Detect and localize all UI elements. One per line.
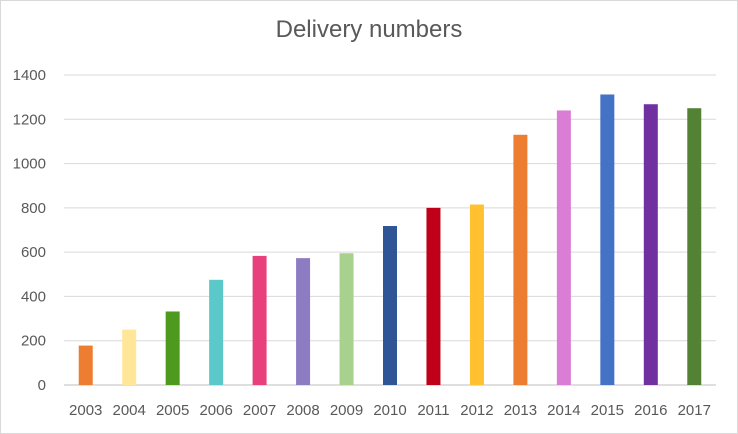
chart-title: Delivery numbers xyxy=(275,16,463,43)
bar-2005 xyxy=(165,311,180,385)
bar-2008 xyxy=(296,258,311,385)
y-tick-label: 1000 xyxy=(13,156,46,173)
bar-2010 xyxy=(383,226,397,385)
x-tick-label: 2012 xyxy=(460,402,493,419)
x-tick-label: 2008 xyxy=(286,402,319,419)
x-tick-label: 2011 xyxy=(417,402,449,419)
x-tick-label: 2010 xyxy=(373,402,406,419)
x-tick-label: 2013 xyxy=(504,402,537,419)
y-tick-label: 1400 xyxy=(13,67,46,84)
bar-2013 xyxy=(513,134,528,385)
bar-2004 xyxy=(122,329,137,385)
x-tick-label: 2007 xyxy=(243,402,276,419)
bar-2016 xyxy=(643,104,658,385)
bar-2012 xyxy=(469,204,484,385)
y-tick-label: 200 xyxy=(21,333,46,350)
x-tick-label: 2005 xyxy=(156,402,189,419)
x-tick-label: 2016 xyxy=(634,402,667,419)
y-tick-label: 1200 xyxy=(13,111,46,128)
bar-2003 xyxy=(78,345,93,385)
bar-2006 xyxy=(209,279,224,385)
x-tick-label: 2004 xyxy=(113,402,146,419)
x-tick-label: 2015 xyxy=(591,402,624,419)
x-tick-label: 2003 xyxy=(69,402,102,419)
bar-2009 xyxy=(339,253,354,385)
y-tick-label: 800 xyxy=(21,200,46,217)
bar-2015 xyxy=(600,94,615,385)
x-tick-label: 2006 xyxy=(199,402,232,419)
bar-2007 xyxy=(252,255,267,385)
x-tick-label: 2017 xyxy=(678,402,711,419)
x-tick-label: 2009 xyxy=(330,402,363,419)
bar-2017 xyxy=(687,108,702,385)
bar-2011 xyxy=(426,207,441,385)
y-tick-label: 600 xyxy=(21,244,46,261)
y-tick-label: 400 xyxy=(21,288,46,305)
bar-2014 xyxy=(556,110,571,385)
y-tick-label: 0 xyxy=(38,377,46,394)
x-tick-label: 2014 xyxy=(547,402,580,419)
